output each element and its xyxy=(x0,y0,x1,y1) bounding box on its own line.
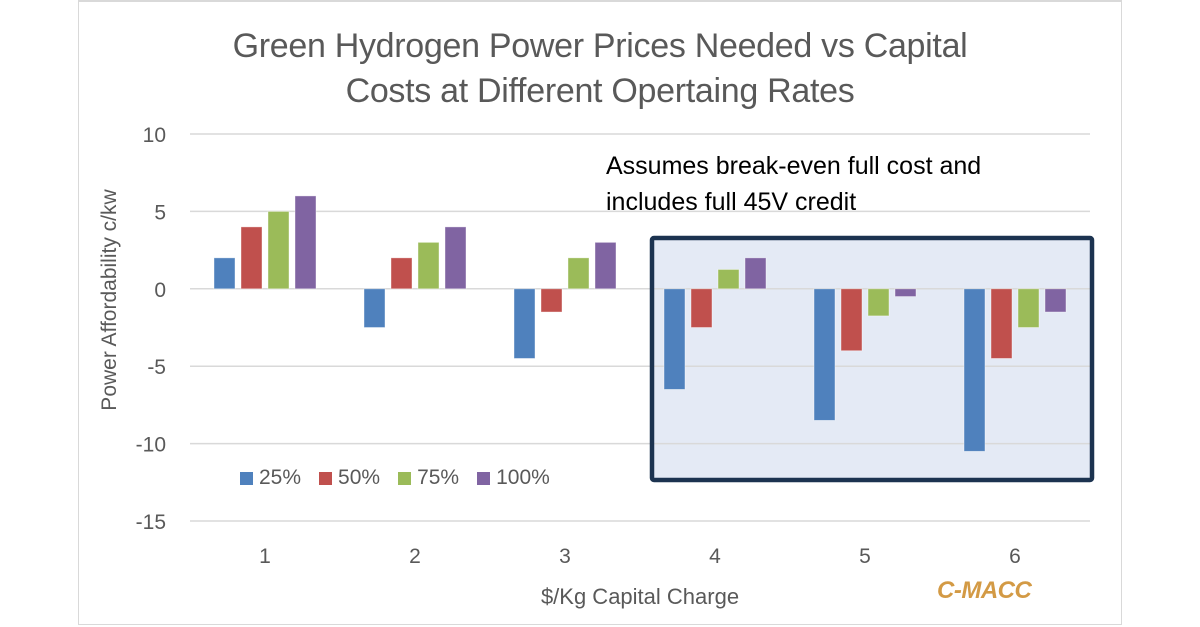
bar-100pct-cat-4 xyxy=(744,257,767,290)
chart-title: Green Hydrogen Power Prices Needed vs Ca… xyxy=(120,24,1080,114)
x-tick-label: 5 xyxy=(859,545,871,568)
x-tick-label: 4 xyxy=(709,545,721,568)
legend-swatch-50 xyxy=(319,471,333,485)
bar-25pct-cat-3 xyxy=(513,288,536,359)
legend-item-100: 100% xyxy=(477,466,550,490)
legend-item-75: 75% xyxy=(398,466,459,490)
bar-25pct-cat-2 xyxy=(363,288,386,328)
y-tick-label: 0 xyxy=(154,279,166,302)
chart-title-line-2: Costs at Different Opertaing Rates xyxy=(345,72,855,110)
bar-50pct-cat-1 xyxy=(240,226,263,290)
highlight-box-border xyxy=(649,235,1095,483)
bar-75pct-cat-1 xyxy=(267,210,290,290)
bar-50pct-cat-2 xyxy=(390,257,413,290)
brand-watermark: C-MACC xyxy=(937,577,1032,604)
bar-50pct-cat-4 xyxy=(690,288,713,328)
chart-annotation: Assumes break-even full cost and include… xyxy=(606,148,981,220)
legend-swatch-75 xyxy=(398,471,412,485)
x-tick-label: 3 xyxy=(559,545,571,568)
x-axis-label: $/Kg Capital Charge xyxy=(540,584,740,609)
bar-75pct-cat-3 xyxy=(567,257,590,290)
y-tick-label: -5 xyxy=(147,356,166,379)
bar-100pct-cat-5 xyxy=(894,288,917,297)
x-tick-label: 6 xyxy=(1009,545,1021,568)
bar-75pct-cat-4 xyxy=(717,269,740,290)
bar-50pct-cat-5 xyxy=(840,288,863,352)
chart-title-line-1: Green Hydrogen Power Prices Needed vs Ca… xyxy=(232,27,968,65)
annotation-line-2: includes full 45V credit xyxy=(606,188,857,216)
bar-100pct-cat-3 xyxy=(594,241,617,290)
bar-25pct-cat-5 xyxy=(813,288,836,421)
bar-75pct-cat-5 xyxy=(867,288,890,317)
y-tick-label: 10 xyxy=(143,124,166,147)
y-tick-label: -15 xyxy=(136,511,166,534)
legend-label-100: 100% xyxy=(496,466,550,489)
legend-item-50: 50% xyxy=(319,466,380,490)
x-tick-label: 2 xyxy=(409,545,421,568)
y-tick-label: -10 xyxy=(136,434,166,457)
annotation-line-1: Assumes break-even full cost and xyxy=(606,152,982,180)
bar-50pct-cat-6 xyxy=(990,288,1013,359)
bar-75pct-cat-6 xyxy=(1017,288,1040,328)
x-tick-label: 1 xyxy=(259,545,271,568)
bar-25pct-cat-6 xyxy=(963,288,986,452)
bar-25pct-cat-1 xyxy=(213,257,236,290)
chart-legend: 25% 50% 75% 100% xyxy=(240,466,550,490)
bar-100pct-cat-6 xyxy=(1044,288,1067,313)
legend-swatch-25 xyxy=(240,471,253,485)
bar-50pct-cat-3 xyxy=(540,288,563,313)
legend-label-50: 50% xyxy=(338,466,381,489)
y-tick-label: 5 xyxy=(154,201,166,224)
y-axis-label: Power Affordability c/kw xyxy=(98,189,121,411)
bar-75pct-cat-2 xyxy=(417,241,440,290)
bar-100pct-cat-1 xyxy=(294,195,317,290)
legend-swatch-100 xyxy=(477,471,491,485)
legend-label-75: 75% xyxy=(417,466,460,489)
legend-item-25: 25% xyxy=(240,466,301,490)
legend-label-25: 25% xyxy=(259,466,302,489)
bar-25pct-cat-4 xyxy=(663,288,686,390)
bar-100pct-cat-2 xyxy=(444,226,467,290)
